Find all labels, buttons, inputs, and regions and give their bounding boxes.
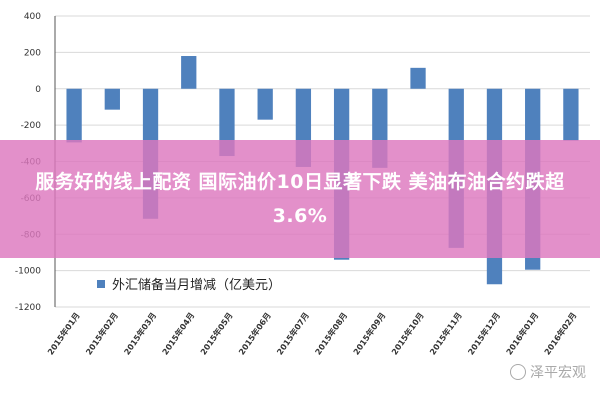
headline-banner: 服务好的线上配资 国际油价10日显著下跌 美油布油合约跌超3.6% [0, 140, 600, 258]
bar-1 [66, 88, 82, 143]
x-tick-label: 2015年07月 [275, 310, 312, 356]
x-tick-label: 2016年01月 [504, 310, 541, 356]
x-axis-ticks: 2015年01月 2015年02月 2015年03月 2015年04月 2015年05月… [45, 310, 578, 356]
bar-2 [104, 88, 120, 110]
legend-swatch [97, 280, 105, 288]
y-tick-label: -200 [21, 121, 42, 131]
y-tick-label: -1200 [15, 303, 41, 313]
bar-5 [219, 88, 235, 157]
x-tick-label: 2015年10月 [389, 310, 426, 356]
x-tick-label: 2015年02月 [83, 310, 120, 356]
x-tick-label: 2015年08月 [313, 310, 350, 356]
x-tick-label: 2015年05月 [198, 310, 235, 356]
watermark: 泽平宏观 [510, 362, 586, 382]
y-tick-label: -1000 [15, 267, 41, 277]
y-tick-label: 400 [24, 12, 41, 22]
watermark-text: 泽平宏观 [530, 365, 586, 381]
headline-title: 服务好的线上配资 国际油价10日显著下跌 美油布油合约跌超3.6% [35, 171, 565, 227]
x-tick-label: 2015年06月 [236, 310, 273, 356]
legend: 外汇储备当月增减（亿美元） [97, 277, 281, 293]
bar-14 [563, 88, 579, 141]
wechat-logo-icon [510, 364, 526, 380]
y-tick-label: 0 [35, 85, 41, 95]
x-tick-label: 2015年12月 [466, 310, 503, 356]
legend-label: 外汇储备当月增减（亿美元） [112, 277, 281, 293]
x-tick-label: 2015年03月 [122, 310, 159, 356]
x-tick-label: 2016年02月 [542, 310, 579, 356]
x-tick-label: 2015年09月 [351, 310, 388, 356]
bar-4 [181, 56, 197, 89]
bar-10 [410, 67, 426, 89]
x-tick-label: 2015年01月 [45, 310, 82, 356]
x-tick-label: 2015年04月 [160, 310, 197, 356]
x-tick-label: 2015年11月 [427, 310, 464, 356]
bar-6 [257, 88, 273, 120]
y-tick-label: 200 [24, 48, 41, 58]
